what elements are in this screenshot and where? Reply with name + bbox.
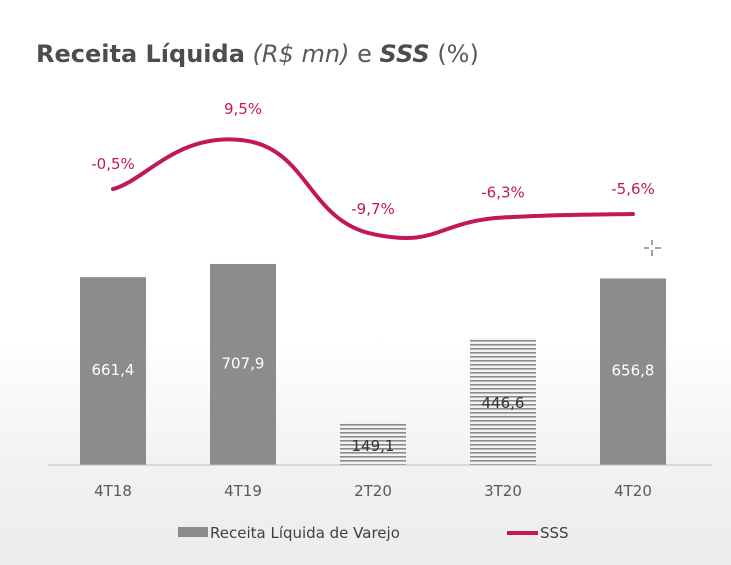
legend-bar-label: Receita Líquida de Varejo — [210, 524, 400, 542]
x-tick-label: 2T20 — [354, 482, 392, 500]
crosshair-icon — [644, 240, 661, 256]
bar-3t20 — [470, 338, 536, 465]
bar-value-label: 661,4 — [92, 361, 135, 379]
x-tick-label: 4T18 — [94, 482, 132, 500]
bar-value-label: 656,8 — [612, 362, 655, 380]
sss-point-label: -6,3% — [481, 183, 525, 201]
bar-value-label: 149,1 — [352, 437, 395, 455]
bars-layer: 661,4 707,9 149,1 446,6 656,8 — [80, 263, 666, 465]
title-unit-open: ( — [252, 40, 262, 68]
x-tick-label: 4T20 — [614, 482, 652, 500]
legend-line-label: SSS — [540, 524, 569, 542]
chart-title: Receita Líquida (R$ mn) e SSS (%) — [36, 40, 479, 68]
x-ticks: 4T18 4T19 2T20 3T20 4T20 — [94, 482, 652, 500]
title-conjunction: e — [357, 40, 372, 68]
legend-bar-swatch — [178, 527, 208, 537]
sss-point-label: -0,5% — [91, 155, 135, 173]
sss-point-label: -9,7% — [351, 200, 395, 218]
x-tick-label: 3T20 — [484, 482, 522, 500]
sss-line — [111, 137, 635, 240]
sss-labels: -0,5% 9,5% -9,7% -6,3% -5,6% — [91, 100, 655, 218]
title-second-unit: (%) — [437, 40, 479, 68]
title-unit: R$ mn — [261, 40, 341, 68]
title-unit-close: ) — [340, 40, 350, 68]
bar-4t19 — [210, 263, 276, 465]
x-tick-label: 4T19 — [224, 482, 262, 500]
bar-2t20 — [340, 422, 406, 465]
bar-4t20 — [600, 278, 666, 465]
legend: Receita Líquida de Varejo SSS — [178, 524, 569, 542]
bar-value-label: 446,6 — [482, 394, 525, 412]
bar-4t18 — [80, 277, 146, 465]
bar-value-label: 707,9 — [222, 354, 265, 372]
sss-point-label: -5,6% — [611, 180, 655, 198]
title-main: Receita Líquida — [36, 40, 245, 68]
title-second: SSS — [379, 40, 430, 68]
sss-point-label: 9,5% — [224, 100, 262, 118]
